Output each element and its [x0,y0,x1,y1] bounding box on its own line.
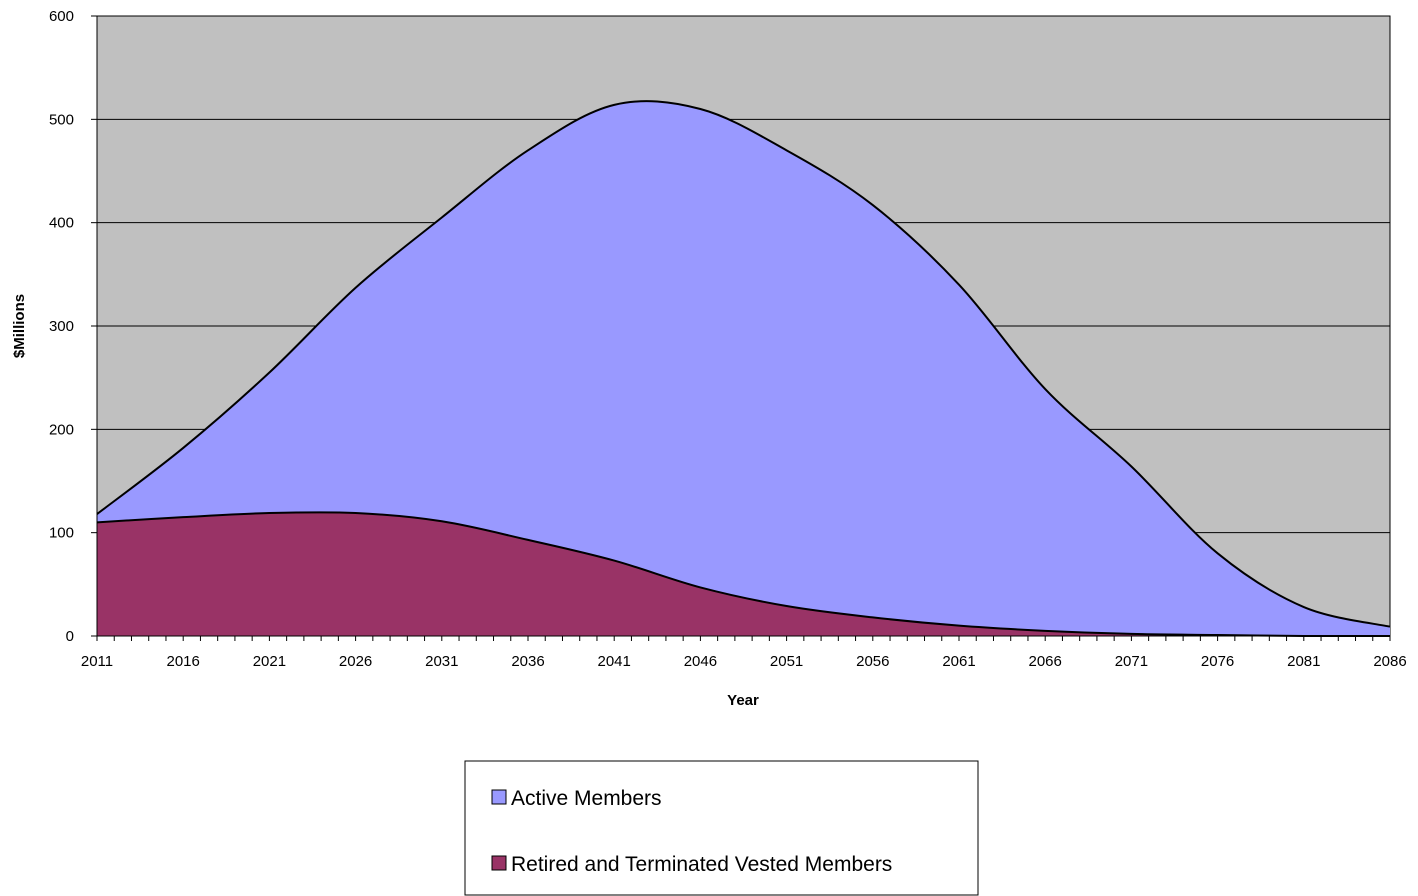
area-series [96,100,1391,638]
legend: Active Members Retired and Terminated Ve… [464,760,979,896]
line-retired-members-top [96,511,1390,638]
y-ticks: 0 100 200 300 400 500 600 [49,8,97,645]
x-tick-label-2061: 2061 [942,653,975,670]
x-tick-label-2036: 2036 [511,653,544,670]
x-tick-label-2011: 2011 [81,653,113,670]
legend-label-retired-members: Retired and Terminated Vested Members [511,853,892,876]
x-tick-label-2026: 2026 [339,653,372,670]
y-tick-label-200: 200 [49,421,74,438]
y-axis-title: $Millions [11,294,28,358]
x-tick-label-2086: 2086 [1373,653,1406,670]
y-tick-label-0: 0 [66,628,74,645]
x-tick-label-2071: 2071 [1115,653,1148,670]
x-tick-label-2041: 2041 [598,653,631,670]
y-tick-label-300: 300 [49,318,74,335]
area-retired-members [97,512,1390,636]
x-tick-label-2046: 2046 [684,653,717,670]
legend-swatch-retired-members [491,855,507,871]
y-tick-label-600: 600 [49,8,74,25]
x-tick-label-2021: 2021 [253,653,286,670]
line-active-members-top [96,100,1391,628]
legend-label-active-members: Active Members [511,787,662,810]
x-tick-label-2051: 2051 [770,653,803,670]
x-ticks: 2011 2016 2021 2026 2031 2036 2041 2046 2051 2056… [81,636,1407,670]
y-tick-label-500: 500 [49,111,74,128]
x-tick-label-2076: 2076 [1201,653,1234,670]
x-axis-title: Year [727,692,759,709]
legend-box [464,760,979,896]
x-tick-label-2031: 2031 [425,653,458,670]
x-tick-label-2081: 2081 [1287,653,1320,670]
x-tick-label-2016: 2016 [167,653,200,670]
x-tick-label-2056: 2056 [856,653,889,670]
y-tick-label-400: 400 [49,215,74,232]
legend-swatch-active-members [491,789,507,805]
x-tick-label-2066: 2066 [1029,653,1062,670]
y-tick-label-100: 100 [49,525,74,542]
